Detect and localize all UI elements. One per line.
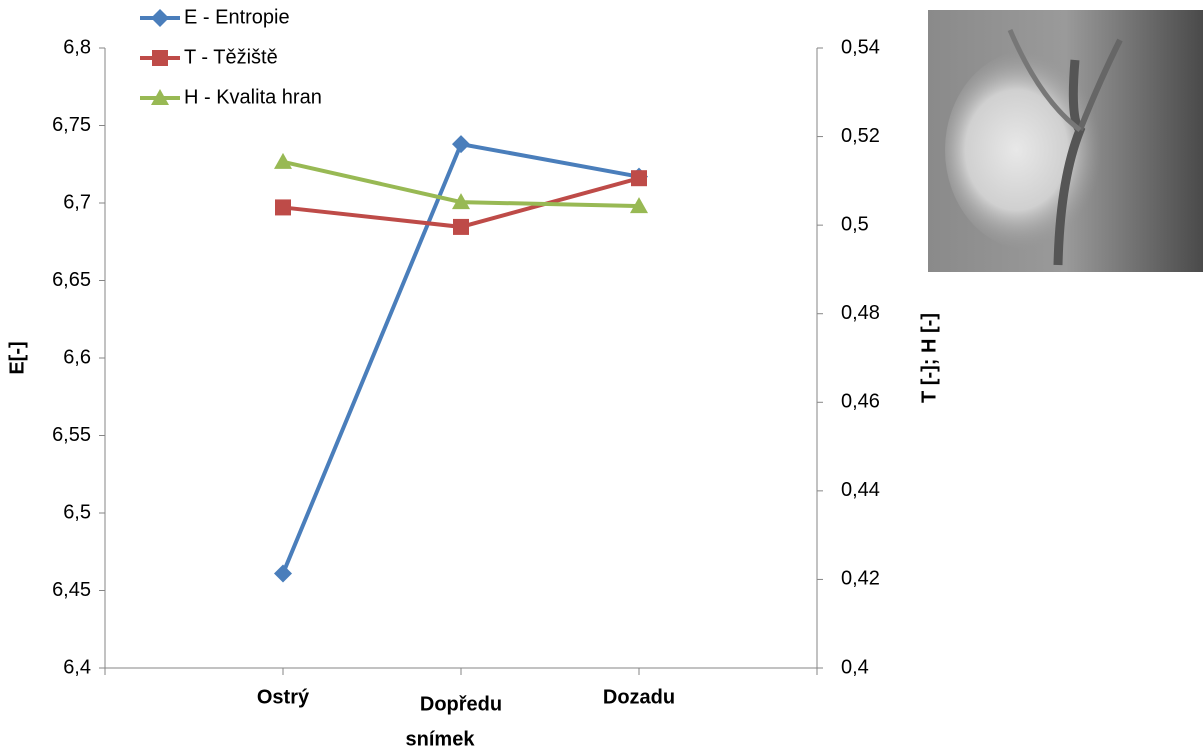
y2-tick-label: 0,52 (841, 125, 880, 147)
legend-marker (151, 9, 169, 27)
data-point (274, 564, 292, 583)
y2-tick-label: 0,42 (841, 568, 880, 590)
fundus-image (928, 10, 1203, 272)
data-point (452, 193, 470, 210)
y2-axis-label: T [-]; H [-] (918, 313, 940, 403)
data-point (630, 197, 648, 214)
x-tick-label: Dozadu (603, 686, 675, 708)
y2-tick-label: 0,46 (841, 391, 880, 413)
data-point (274, 152, 292, 169)
y-tick-label: 6,6 (63, 346, 91, 368)
legend-label: E - Entropie (184, 6, 290, 28)
data-point (452, 135, 470, 154)
data-point (275, 199, 291, 216)
y-tick-label: 6,65 (52, 269, 91, 291)
legend-label: T - Těžiště (184, 46, 278, 68)
y-tick-label: 6,4 (63, 656, 91, 678)
data-point (453, 218, 469, 235)
y-tick-label: 6,8 (63, 36, 91, 58)
y2-tick-label: 0,54 (841, 36, 880, 58)
y2-tick-label: 0,5 (841, 213, 869, 235)
y-axis-label: E[-] (6, 341, 28, 374)
legend-label: H - Kvalita hran (184, 86, 322, 108)
x-axis-label: snímek (406, 728, 476, 750)
x-tick-label: Ostrý (257, 686, 310, 708)
y-tick-label: 6,75 (52, 114, 91, 136)
legend-marker (152, 50, 168, 66)
y-tick-label: 6,55 (52, 424, 91, 446)
y-tick-label: 6,7 (63, 191, 91, 213)
data-point (631, 170, 647, 187)
y2-tick-label: 0,44 (841, 479, 880, 501)
y-tick-label: 6,5 (63, 501, 91, 523)
x-tick-label: Dopředu (420, 693, 502, 715)
y-tick-label: 6,45 (52, 579, 91, 601)
legend-marker (151, 89, 169, 105)
y2-tick-label: 0,4 (841, 656, 869, 678)
y2-tick-label: 0,48 (841, 302, 880, 324)
